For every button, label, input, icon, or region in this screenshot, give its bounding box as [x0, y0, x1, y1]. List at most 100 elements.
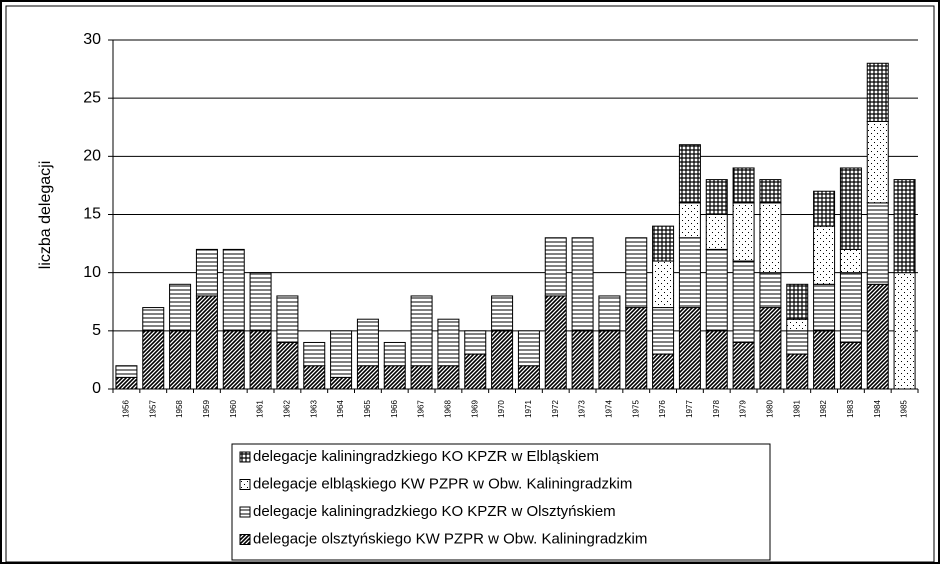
bar-segment	[517, 330, 540, 367]
bar-segment	[571, 330, 594, 390]
x-tick-label: 1963	[309, 400, 318, 418]
x-tick-label: 1983	[846, 400, 855, 418]
bar-segment	[491, 330, 514, 390]
bar-segment	[678, 202, 701, 239]
y-tick-label: 25	[83, 89, 101, 106]
bar-segment	[356, 318, 379, 367]
bar-segment	[866, 62, 889, 122]
bar-segment	[893, 272, 916, 390]
y-tick-label: 30	[83, 31, 101, 48]
bar-segment	[142, 330, 165, 390]
bar-segment	[759, 307, 782, 390]
bar-segment	[115, 365, 138, 378]
x-tick-label: 1970	[497, 400, 506, 418]
bar-segment	[813, 190, 836, 227]
bar-segment	[249, 330, 272, 390]
x-tick-label: 1956	[122, 400, 131, 418]
bar-segment	[652, 260, 675, 309]
bar-segment	[437, 318, 460, 367]
bar-segment	[464, 353, 487, 390]
legend-label: delegacje olsztyńskiego KW PZPR w Obw. K…	[253, 530, 647, 547]
bar-segment	[678, 237, 701, 309]
bar-segment	[169, 330, 192, 390]
bar-segment	[813, 283, 836, 332]
x-tick-label: 1977	[685, 400, 694, 418]
x-tick-label: 1967	[417, 400, 426, 418]
bar-segment	[839, 167, 862, 250]
legend-label: delegacje kaliningradzkiego KO KPZR w El…	[253, 448, 599, 465]
bar-segment	[839, 248, 862, 274]
bar-segment	[195, 295, 218, 390]
bar-segment	[249, 272, 272, 332]
legend-box	[231, 443, 771, 561]
bar-segment	[759, 179, 782, 204]
x-tick-label: 1968	[444, 400, 453, 418]
bar-segment	[813, 225, 836, 285]
bar-segment	[705, 330, 728, 390]
x-tick-label: 1958	[175, 400, 184, 418]
x-tick-label: 1957	[148, 400, 157, 418]
legend-label: delegacje kaliningradzkiego KO KPZR w Ol…	[253, 503, 616, 520]
y-tick-label: 5	[92, 322, 101, 339]
bar-segment	[544, 237, 567, 297]
bar-segment	[598, 295, 621, 332]
x-tick-label: 1978	[712, 400, 721, 418]
x-tick-label: 1969	[470, 400, 479, 418]
bar-segment	[759, 202, 782, 274]
legend-swatch	[239, 534, 251, 545]
bar-segment	[786, 330, 809, 355]
bar-segment	[893, 179, 916, 274]
x-tick-label: 1982	[819, 400, 828, 418]
y-tick-label: 0	[92, 380, 101, 397]
x-tick-label: 1962	[283, 400, 292, 418]
bar-segment	[732, 341, 755, 390]
bar-segment	[464, 330, 487, 355]
bar-segment	[517, 365, 540, 390]
x-tick-label: 1984	[873, 400, 882, 418]
x-tick-label: 1974	[605, 400, 614, 418]
bar-segment	[786, 353, 809, 390]
bar-segment	[410, 365, 433, 390]
bar-segment	[356, 365, 379, 390]
legend-swatch	[239, 479, 251, 490]
bar-segment	[813, 330, 836, 390]
bar-segment	[330, 330, 353, 378]
bar-segment	[839, 272, 862, 343]
legend-swatch	[239, 451, 251, 463]
bar-segment	[330, 376, 353, 390]
bar-segment	[598, 330, 621, 390]
x-tick-label: 1971	[524, 400, 533, 418]
bar-segment	[732, 167, 755, 204]
x-tick-label: 1972	[551, 400, 560, 418]
bar-segment	[383, 341, 406, 367]
bar-segment	[625, 237, 648, 309]
x-tick-label: 1985	[900, 400, 909, 418]
bar-segment	[705, 179, 728, 216]
bar-segment	[839, 341, 862, 390]
x-tick-label: 1960	[229, 400, 238, 418]
bar-segment	[732, 202, 755, 262]
bar-segment	[195, 248, 218, 297]
x-tick-label: 1973	[578, 400, 587, 418]
x-tick-label: 1976	[658, 400, 667, 418]
bar-segment	[759, 272, 782, 309]
y-tick-label: 15	[83, 206, 101, 223]
x-tick-label: 1979	[739, 400, 748, 418]
bar-segment	[678, 307, 701, 390]
bar-segment	[786, 283, 809, 320]
frame-inner	[5, 5, 935, 563]
bar-segment	[222, 330, 245, 390]
bar-segment	[571, 237, 594, 332]
bar-segment	[491, 295, 514, 332]
bar-segment	[866, 120, 889, 204]
y-axis-label: liczba delegacji	[37, 161, 54, 270]
bar-segment	[303, 341, 326, 367]
bar-segment	[652, 353, 675, 390]
bar-segment	[652, 307, 675, 355]
x-tick-label: 1959	[202, 400, 211, 418]
bar-segment	[276, 295, 299, 343]
bar-segment	[437, 365, 460, 390]
x-tick-label: 1965	[363, 400, 372, 418]
